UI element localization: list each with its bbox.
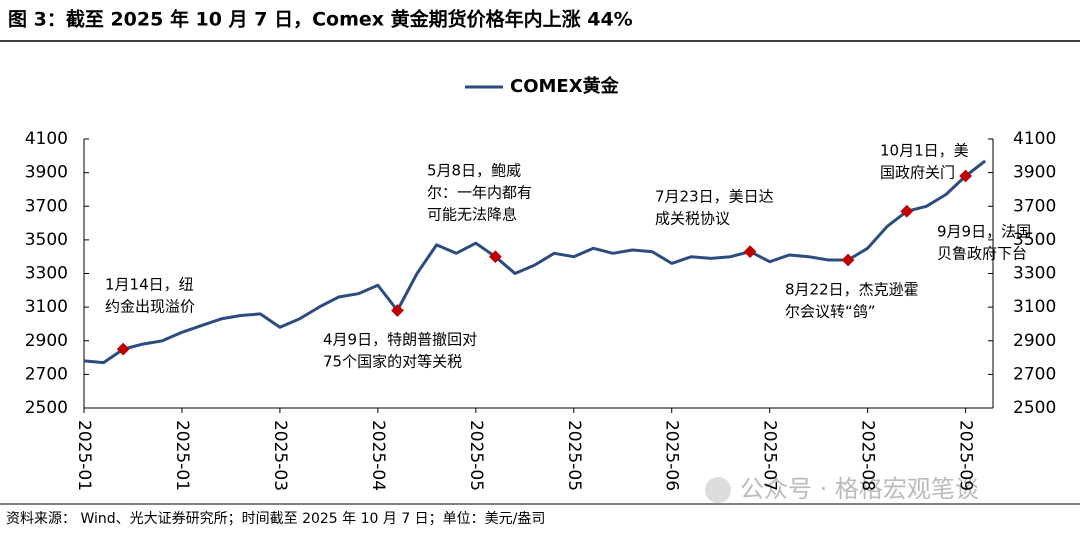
y2-tick-label: 2500: [1013, 398, 1056, 418]
annotation: 贝鲁政府下台: [937, 245, 1027, 263]
y-tick-label: 3500: [25, 230, 68, 250]
annotation: 8月22日，杰克逊霍: [785, 281, 919, 299]
annotation: 成关税协议: [655, 210, 730, 228]
y-tick-label: 3300: [25, 264, 68, 284]
y-tick-label: 3900: [25, 163, 68, 183]
annotation: 9月9日，法国: [937, 223, 1031, 241]
annotation: 75个国家的对等关税: [323, 353, 462, 371]
x-tick-label: 2025-05: [466, 420, 486, 491]
chart-title: 图 3：截至 2025 年 10 月 7 日，Comex 黄金期货价格年内上涨 …: [8, 8, 633, 31]
highlight-marker: [116, 342, 130, 356]
y2-tick-label: 4100: [1013, 129, 1056, 149]
x-tick-label: 2025-07: [760, 420, 780, 491]
watermark-icon: [705, 477, 731, 503]
y-tick-label: 3700: [25, 196, 68, 216]
source-note: 资料来源： Wind、光大证券研究所；时间截至 2025 年 10 月 7 日；…: [6, 511, 545, 527]
annotation: 10月1日，美: [880, 142, 969, 160]
y2-tick-label: 3700: [1013, 196, 1056, 216]
annotation: 尔会议转“鸽”: [785, 303, 876, 321]
annotation: 约金出现溢价: [105, 298, 195, 316]
y2-tick-label: 3500: [1013, 230, 1056, 250]
y2-tick-label: 3300: [1013, 264, 1056, 284]
series-line: [83, 159, 987, 365]
annotation: 可能无法降息: [427, 206, 517, 224]
y2-tick-label: 3900: [1013, 163, 1056, 183]
highlight-marker: [489, 250, 502, 264]
y-tick-label: 2700: [25, 364, 68, 384]
y2-tick-label: 3100: [1013, 297, 1056, 317]
legend-label: COMEX黄金: [510, 75, 620, 97]
x-tick-label: 2025-01: [172, 420, 192, 491]
highlight-marker: [391, 304, 404, 317]
annotation: 5月8日，鲍威: [427, 162, 521, 180]
annotation: 1月14日，纽: [105, 276, 194, 294]
y-tick-label: 3100: [25, 297, 68, 317]
x-tick-label: 2025-01: [74, 420, 94, 491]
annotation: 国政府关门: [880, 164, 955, 182]
annotation: 尔：一年内都有: [427, 184, 532, 202]
x-tick-label: 2025-05: [564, 420, 584, 491]
x-tick-label: 2025-08: [858, 420, 878, 491]
watermark: 公众号 · 格格宏观笔谈: [740, 475, 979, 503]
annotation: 7月23日，美日达: [655, 188, 774, 206]
x-tick-label: 2025-06: [662, 420, 682, 491]
x-tick-label: 2025-09: [956, 420, 976, 491]
highlight-marker: [841, 253, 855, 267]
y-tick-label: 4100: [25, 129, 68, 149]
y-tick-label: 2900: [25, 331, 68, 351]
highlight-marker: [743, 245, 757, 259]
x-tick-label: 2025-04: [368, 420, 388, 491]
annotation: 4月9日，特朗普撤回对: [323, 331, 477, 349]
y-tick-label: 2500: [25, 398, 68, 418]
x-tick-label: 2025-03: [270, 420, 290, 491]
y2-tick-label: 2700: [1013, 364, 1056, 384]
y2-tick-label: 2900: [1013, 331, 1056, 351]
